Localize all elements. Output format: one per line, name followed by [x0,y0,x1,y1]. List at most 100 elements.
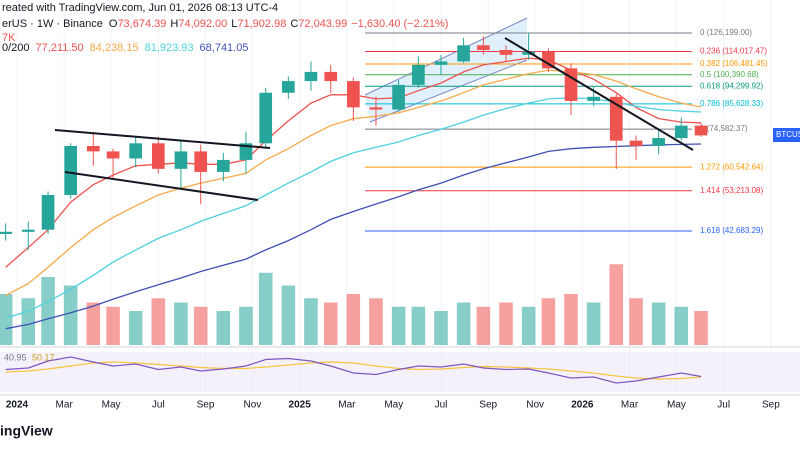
x-tick-label: 2025 [289,400,312,411]
x-tick-label: Nov [526,400,544,411]
volume-bar [521,306,536,345]
channel-line [364,17,528,96]
candle-body [216,159,230,172]
x-tick-label: Sep [479,400,497,411]
ohlc-key: C [290,18,298,30]
volume-bar [476,306,491,345]
trend-line [504,37,694,151]
legend: reated with TradingView.com, Jun 01, 202… [2,2,448,54]
ma-legend-value: 81,923.93 [145,42,194,54]
candle-body [347,81,360,108]
x-tick-label: Sep [762,400,780,411]
fib-label: 0.382 (106,481.45) [700,59,768,68]
ma-legend-label: 0/200 [2,42,30,54]
volume-bar [694,311,708,345]
candle-body [86,145,100,152]
x-tick-label: Jul [435,400,448,411]
candle-body [674,125,688,139]
x-tick-label: Mar [56,400,74,411]
ma-legend-value: 77,211.50 [36,42,84,54]
fib-retracement: 0 (126,199.00) 0.236 (114,017.47) 0.382 (1… [365,28,768,235]
ohlc-value: 74,092.00 [178,18,227,30]
fib-label: 0.5 (100,390.68) [700,70,759,79]
price-tag-bg [773,128,800,142]
volume-label: 7K [2,32,16,44]
ohlc-key: O [109,18,118,30]
candle-body [304,71,318,82]
ma-legend-value: 68,741.05 [200,42,249,54]
volume-bar [456,302,471,345]
candle-body [392,84,405,110]
ma-legend-value: 84,238.15 [90,42,139,54]
rsi-value: 40.95 [4,352,27,362]
volume-bar [21,298,36,345]
candle-body [587,96,600,101]
trend-line [64,171,259,201]
volume-bar [434,311,448,345]
volume-bar [128,311,143,345]
header: reated with TradingView.com, Jun 01, 202… [2,2,278,14]
candle-body [21,229,35,232]
volume-bar [323,302,338,345]
candle-body [129,143,143,159]
ohlc-key: L [231,18,237,30]
candle-body [64,145,78,195]
x-tick-label: Sep [197,400,215,411]
fib-label: 0.236 (114,017.47) [700,47,767,56]
candle-body [194,151,208,172]
fib-label: 0 (126,199.00) [700,28,752,37]
rsi-line [5,356,702,384]
candle-body [0,231,12,234]
rsi-pane: 40.95 50.17 [4,352,702,384]
candle-body [174,151,188,169]
rsi-ma-value: 50.17 [32,352,55,362]
fib-label: 1.618 (42,683.29) [700,226,763,235]
ohlc-value: 72,043.99 [298,18,347,30]
volume-bar [609,264,624,345]
candle-body [609,96,623,141]
volume-bar [586,302,601,345]
volume-bar [258,272,273,345]
candle-body [412,64,425,85]
x-tick-label: Nov [244,400,262,411]
volume-bar [63,285,78,345]
candle-body [629,140,643,146]
volume-bar [499,302,513,345]
ohlc-value: 71,902.98 [237,18,286,30]
candle-body [564,68,578,101]
volume-bar [0,294,13,345]
rsi-ma-line [5,361,702,380]
volume-bar [174,302,188,345]
symbol: erUS · 1W · Binance [2,18,103,30]
volume-bar [86,302,101,345]
volume-bar [216,311,231,345]
volume-bar [391,306,406,345]
x-tick-label: Mar [338,400,356,411]
candle-body [369,107,383,110]
volume-pane [0,264,708,345]
candle-body [499,49,513,55]
x-tick-label: Mar [621,400,639,411]
volume-bar [674,306,689,345]
fib-label: 0.786 (85,628.33) [700,99,763,108]
ohlc-value: 73,674.39 [117,18,166,30]
rsi-band [0,352,800,392]
candle-body [41,194,55,230]
logo: ingView [0,423,53,439]
x-tick-label: Jul [717,400,730,411]
volume-bar [346,294,361,345]
candle-body [694,125,708,136]
candle-body [477,45,490,50]
volume-bar [239,306,253,345]
candle-body [652,138,665,146]
trend-line [54,129,271,149]
fib-label: 0.618 (94,299.92) [700,81,763,90]
candle-body [282,81,295,93]
candle-body [106,151,120,159]
fib-label: 1.414 (53,213.08) [700,186,763,195]
x-tick-label: Jul [152,400,165,411]
candle-body [434,61,448,65]
ma-line [5,97,702,319]
fib-label: 1 (74,582.37) [700,124,748,133]
